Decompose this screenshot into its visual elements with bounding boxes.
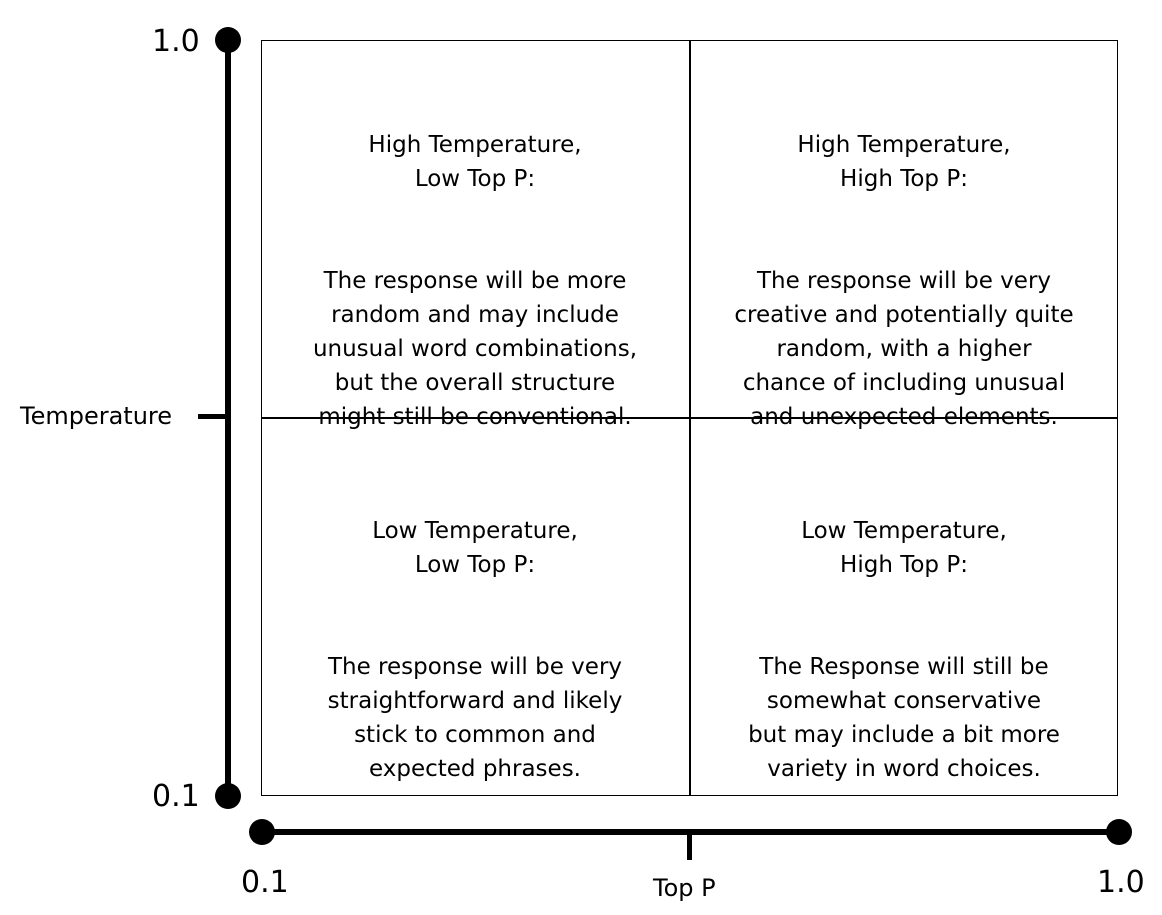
- quadrant-low-temp-high-top-p: Low Temperature, High Top P: The Respons…: [690, 480, 1118, 820]
- quadrant-description: The response will be very straightforwar…: [327, 654, 623, 782]
- y-axis-min-label: 0.1: [152, 779, 200, 814]
- y-axis-max-label: 1.0: [152, 24, 200, 59]
- quadrant-high-temp-low-top-p: High Temperature, Low Top P: The respons…: [261, 94, 689, 468]
- x-axis-left-endpoint: [249, 819, 275, 845]
- quadrant-description: The response will be very creative and p…: [734, 268, 1074, 430]
- x-axis-max-label: 1.0: [1097, 865, 1145, 900]
- x-axis-min-label: 0.1: [241, 865, 289, 900]
- y-axis-midpoint-tick: [198, 414, 226, 419]
- x-axis-right-endpoint: [1106, 819, 1132, 845]
- quadrant-description: The response will be more random and may…: [312, 268, 638, 430]
- quadrant-description: The Response will still be somewhat cons…: [748, 654, 1060, 782]
- quadrant-heading: Low Temperature, Low Top P:: [372, 518, 578, 578]
- grid-horizontal-divider: [261, 417, 1118, 419]
- quadrant-low-temp-low-top-p: Low Temperature, Low Top P: The response…: [261, 480, 689, 820]
- quadrant-heading: Low Temperature, High Top P:: [801, 518, 1007, 578]
- x-axis-midpoint-tick: [687, 832, 692, 860]
- x-axis-title: Top P: [653, 874, 716, 902]
- quadrant-high-temp-high-top-p: High Temperature, High Top P: The respon…: [690, 94, 1118, 468]
- y-axis-top-endpoint: [215, 27, 241, 53]
- quadrant-heading: High Temperature, High Top P:: [797, 132, 1011, 192]
- quadrant-heading: High Temperature, Low Top P:: [368, 132, 582, 192]
- y-axis-bottom-endpoint: [215, 783, 241, 809]
- y-axis-line: [225, 40, 231, 796]
- y-axis-title: Temperature: [20, 402, 173, 430]
